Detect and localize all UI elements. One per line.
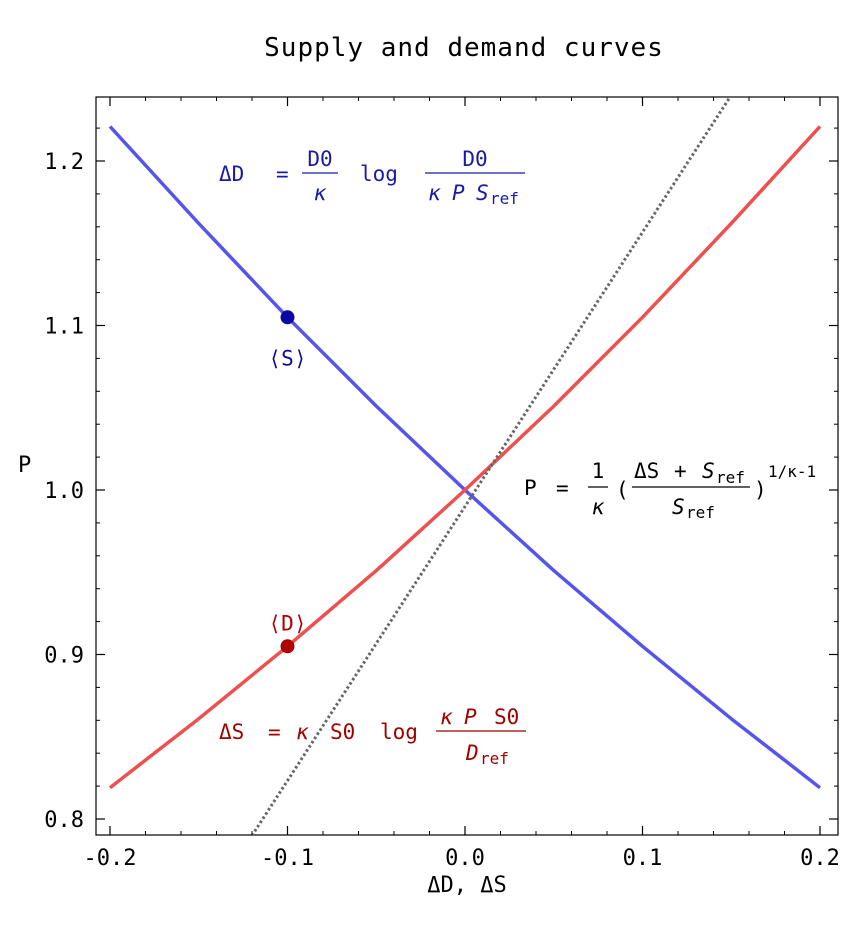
y-tick-label: 1.2	[44, 150, 84, 175]
price-eq-frac2-den-s: S	[672, 495, 685, 519]
supply-eq-frac-num-s0: S0	[494, 705, 519, 729]
x-axis-label: ΔD, ΔS	[427, 873, 506, 898]
demand-eq-frac1-num: D0	[307, 147, 332, 171]
x-tick-label: 0.2	[800, 846, 840, 871]
demand-eq-equals: =	[276, 162, 289, 186]
supply-eq-frac-num-p: P	[464, 705, 477, 729]
supply-eq-frac-den-sub: ref	[480, 749, 509, 768]
supply-curve	[108, 125, 822, 790]
supply-eq-frac-num-kappa: κ	[440, 705, 453, 729]
d-average-point-label: ⟨D⟩	[269, 611, 307, 635]
chart-title: Supply and demand curves	[264, 33, 664, 63]
curves-layer	[108, 97, 822, 835]
price-eq-lparen: (	[616, 478, 629, 502]
x-tick-label: 0.1	[623, 846, 663, 871]
price-eq-exponent: 1/κ-1	[768, 462, 816, 481]
y-tick-label: 0.9	[44, 644, 84, 669]
supply-eq-s0: S0	[330, 720, 355, 744]
demand-eq-frac2-den-sub: ref	[490, 189, 519, 208]
demand-eq-frac2-den-s: S	[476, 181, 489, 205]
demand-eq-frac2-den-kappa: κ	[428, 181, 441, 205]
supply-equation: ΔS = κ S0 log κ P S0 D ref	[219, 705, 526, 768]
supply-eq-equals: =	[268, 720, 281, 744]
y-tick-label: 0.8	[44, 808, 84, 833]
s-average-point-label: ⟨S⟩	[269, 346, 307, 370]
price-eq-frac2-num-plus: +	[674, 459, 687, 483]
demand-eq-frac1-den: κ	[314, 181, 327, 205]
demand-eq-frac2-num: D0	[462, 147, 487, 171]
price-eq-frac2-num-ds: ΔS	[634, 459, 659, 483]
price-equation: P = 1 κ ( ΔS + S ref S ref ) 1/κ-1	[524, 459, 816, 522]
price-eq-frac2-num-sub: ref	[716, 468, 745, 487]
price-eq-equals: =	[556, 476, 569, 500]
d-average-point	[280, 639, 295, 654]
ticks-layer: -0.2 -0.1 0.0 0.1 0.2 0.8 0.9 1.0 1.1 1.2	[44, 97, 840, 871]
x-tick-label: -0.1	[261, 846, 314, 871]
y-axis-label: P	[18, 453, 31, 478]
price-eq-frac2-den-sub: ref	[686, 503, 715, 522]
supply-eq-lhs: ΔS	[219, 720, 244, 744]
demand-eq-lhs: ΔD	[219, 162, 244, 186]
demand-equation: ΔD = D0 κ log D0 κ P S ref	[219, 147, 525, 208]
plot-frame	[95, 96, 839, 836]
price-eq-frac1-den: κ	[592, 495, 605, 519]
points-layer: ⟨S⟩ ⟨D⟩	[269, 310, 307, 654]
supply-eq-log: log	[380, 720, 418, 744]
supply-eq-frac-den: D	[465, 741, 479, 765]
reference-line	[250, 97, 732, 835]
price-eq-lhs: P	[524, 476, 537, 500]
demand-curve	[108, 125, 822, 790]
x-tick-label: 0.0	[445, 846, 485, 871]
price-eq-rparen: )	[754, 478, 767, 502]
demand-eq-frac2-den-p: P	[452, 181, 465, 205]
price-eq-frac1-num: 1	[592, 459, 605, 483]
y-tick-label: 1.1	[44, 315, 84, 340]
price-eq-frac2-num-s: S	[702, 459, 715, 483]
supply-eq-kappa: κ	[296, 720, 309, 744]
s-average-point	[280, 310, 295, 325]
demand-eq-log: log	[360, 162, 398, 186]
x-tick-label: -0.2	[84, 846, 137, 871]
y-tick-label: 1.0	[44, 479, 84, 504]
